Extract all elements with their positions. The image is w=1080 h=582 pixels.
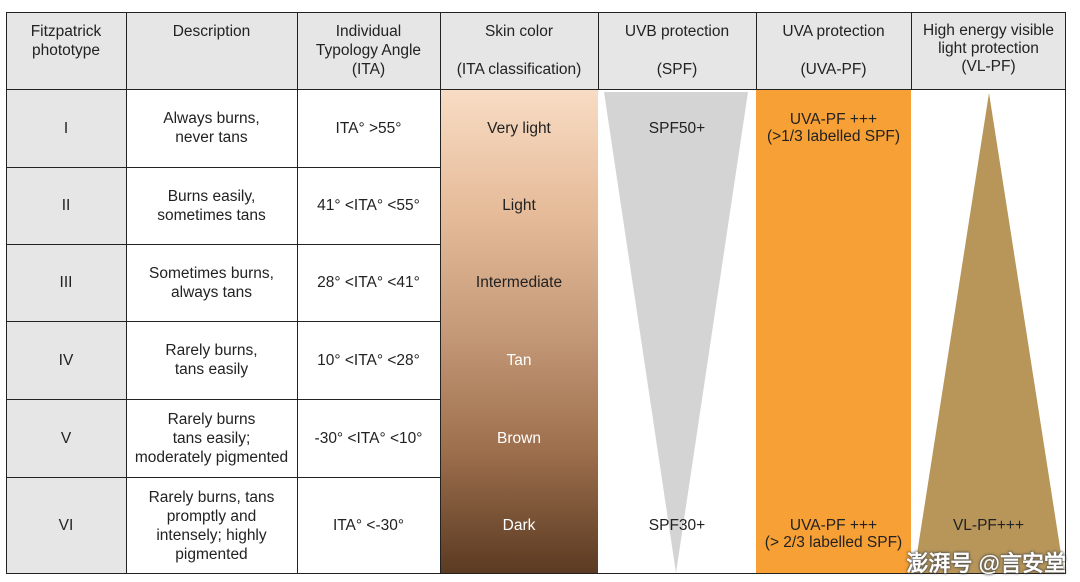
phototype-table: Fitzpatrick phototype Description Indivi… bbox=[6, 12, 1066, 574]
uvb-triangle bbox=[604, 92, 748, 573]
skin-label: Very light bbox=[487, 119, 551, 137]
grid-line bbox=[297, 12, 298, 574]
phototype-cell: III bbox=[6, 244, 126, 321]
skin-label: Intermediate bbox=[475, 274, 563, 291]
ita-cell: ITA° >55° bbox=[335, 119, 402, 137]
ita-cell: 41° <ITA° <55° bbox=[317, 197, 420, 214]
grid-line bbox=[598, 12, 599, 89]
grid-line bbox=[1065, 12, 1066, 574]
phototype-cell: V bbox=[6, 399, 126, 477]
skin-color-gradient bbox=[440, 89, 598, 574]
grid-line bbox=[6, 12, 7, 574]
description-cell: Rarely burns, tans easily bbox=[165, 342, 258, 378]
grid-line bbox=[440, 12, 441, 574]
description-cell: Rarely burns, tans promptly and intensel… bbox=[148, 488, 275, 563]
header-ita: Individual Typology Angle (ITA) bbox=[297, 12, 440, 89]
ita-cell: ITA° <-30° bbox=[332, 517, 405, 534]
grid-line bbox=[756, 12, 757, 89]
ita-cell: -30° <ITA° <10° bbox=[314, 429, 423, 447]
skin-label: Dark bbox=[502, 517, 536, 534]
ita-cell: 10° <ITA° <28° bbox=[317, 351, 420, 369]
phototype-cell: IV bbox=[6, 321, 126, 399]
description-cell: Burns easily, sometimes tans bbox=[157, 187, 266, 224]
header-skin-color: Skin color (ITA classification) bbox=[440, 12, 598, 89]
skin-label: Light bbox=[502, 197, 536, 214]
grid-line bbox=[126, 12, 127, 574]
grid-line bbox=[6, 321, 440, 322]
phototype-cell: II bbox=[6, 167, 126, 244]
skin-label: Brown bbox=[497, 429, 541, 447]
grid-line bbox=[6, 399, 440, 400]
skin-label: Tan bbox=[506, 351, 532, 369]
uvb-bottom-label: SPF30+ bbox=[648, 517, 706, 534]
phototype-cell: I bbox=[6, 89, 126, 167]
description-cell: Always burns, never tans bbox=[163, 110, 260, 146]
header-uva: UVA protection (UVA-PF) bbox=[756, 12, 911, 89]
grid-line bbox=[6, 167, 440, 168]
uva-bottom-label: UVA-PF +++ (> 2/3 labelled SPF) bbox=[764, 517, 903, 551]
grid-line bbox=[6, 244, 440, 245]
uva-top-label: UVA-PF +++ (>1/3 labelled SPF) bbox=[766, 111, 901, 145]
uvb-top-label: SPF50+ bbox=[648, 120, 706, 137]
watermark: 澎湃号 @言安堂 bbox=[906, 551, 1066, 576]
hev-bottom-label: VL-PF+++ bbox=[952, 517, 1025, 534]
header-phototype: Fitzpatrick phototype bbox=[6, 12, 126, 89]
phototype-cell: VI bbox=[6, 477, 126, 574]
hev-triangle bbox=[914, 93, 1064, 573]
header-description: Description bbox=[126, 12, 297, 89]
grid-line bbox=[6, 12, 1066, 13]
ita-cell: 28° <ITA° <41° bbox=[317, 274, 420, 291]
grid-line bbox=[6, 573, 1066, 574]
header-hev: High energy visible light protection (VL… bbox=[911, 12, 1066, 89]
grid-line bbox=[6, 477, 440, 478]
grid-line bbox=[6, 89, 1066, 90]
grid-line bbox=[911, 12, 912, 89]
header-uvb: UVB protection (SPF) bbox=[598, 12, 756, 89]
description-cell: Rarely burns tans easily; moderately pig… bbox=[134, 410, 289, 466]
description-cell: Sometimes burns, always tans bbox=[149, 264, 274, 301]
uva-column-fill bbox=[756, 89, 911, 574]
